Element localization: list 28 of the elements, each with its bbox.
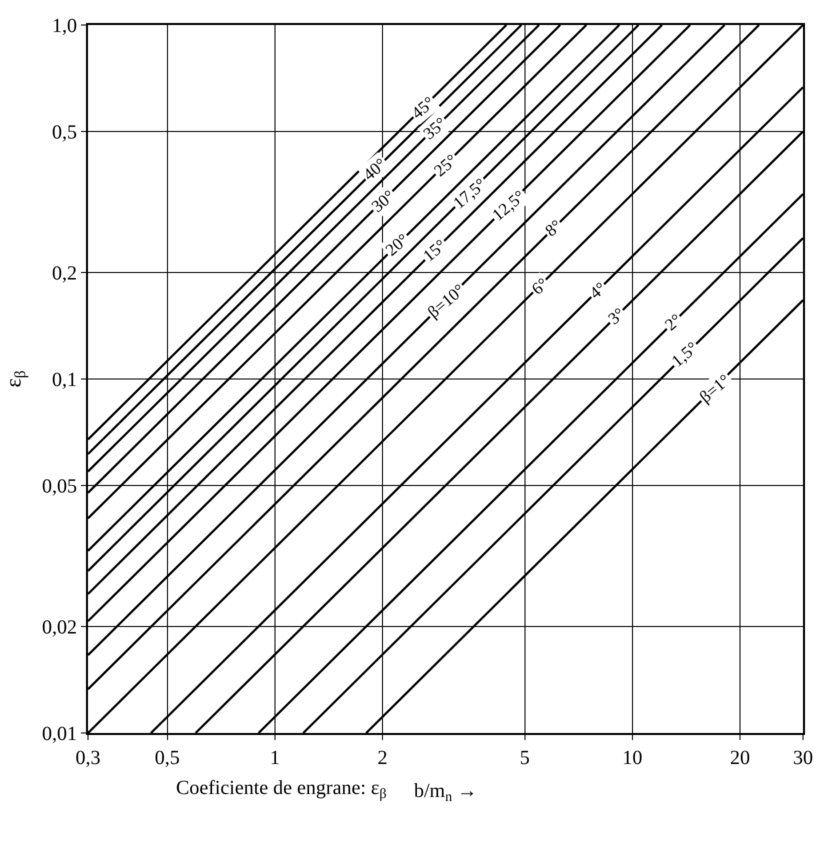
x-tick-label: 30 [793,747,813,769]
annotation: 3° [604,304,628,328]
y-tick-label: 0,1 [52,369,77,391]
x-tick-label: 5 [520,747,530,769]
y-tick-label: 1,0 [52,15,77,37]
x-tick-label: 2 [378,747,388,769]
annotation: 6° [528,274,552,299]
y-tick-label: 0,05 [42,476,77,498]
annotation: 25° [430,150,461,180]
y-tick-label: 0,5 [52,122,77,144]
y-tick-label: 0,01 [42,723,77,745]
annotation: 4° [586,278,610,303]
x-tick-label: 0,3 [76,747,100,769]
annotation: 2° [661,310,686,334]
x-tick-label: 10 [622,747,642,769]
x-tick-label: 0,5 [154,747,180,769]
x-tick-label: 20 [730,747,750,769]
y-tick-label: 0,2 [52,262,77,284]
annotation: 20° [382,230,412,260]
annotation: 1,5° [668,338,702,371]
text: Coeficiente de engrane: ε$_{β}$ [176,777,386,802]
annotation: 40° [359,154,390,184]
x-axis-title: b/m$_{n}$ → [414,780,478,806]
annotation: 15° [419,236,450,266]
annotation: 8° [542,216,566,240]
y-tick-label: 0,02 [42,616,77,638]
x-tick-label: 1 [270,747,280,769]
annotation: 30° [368,186,398,216]
